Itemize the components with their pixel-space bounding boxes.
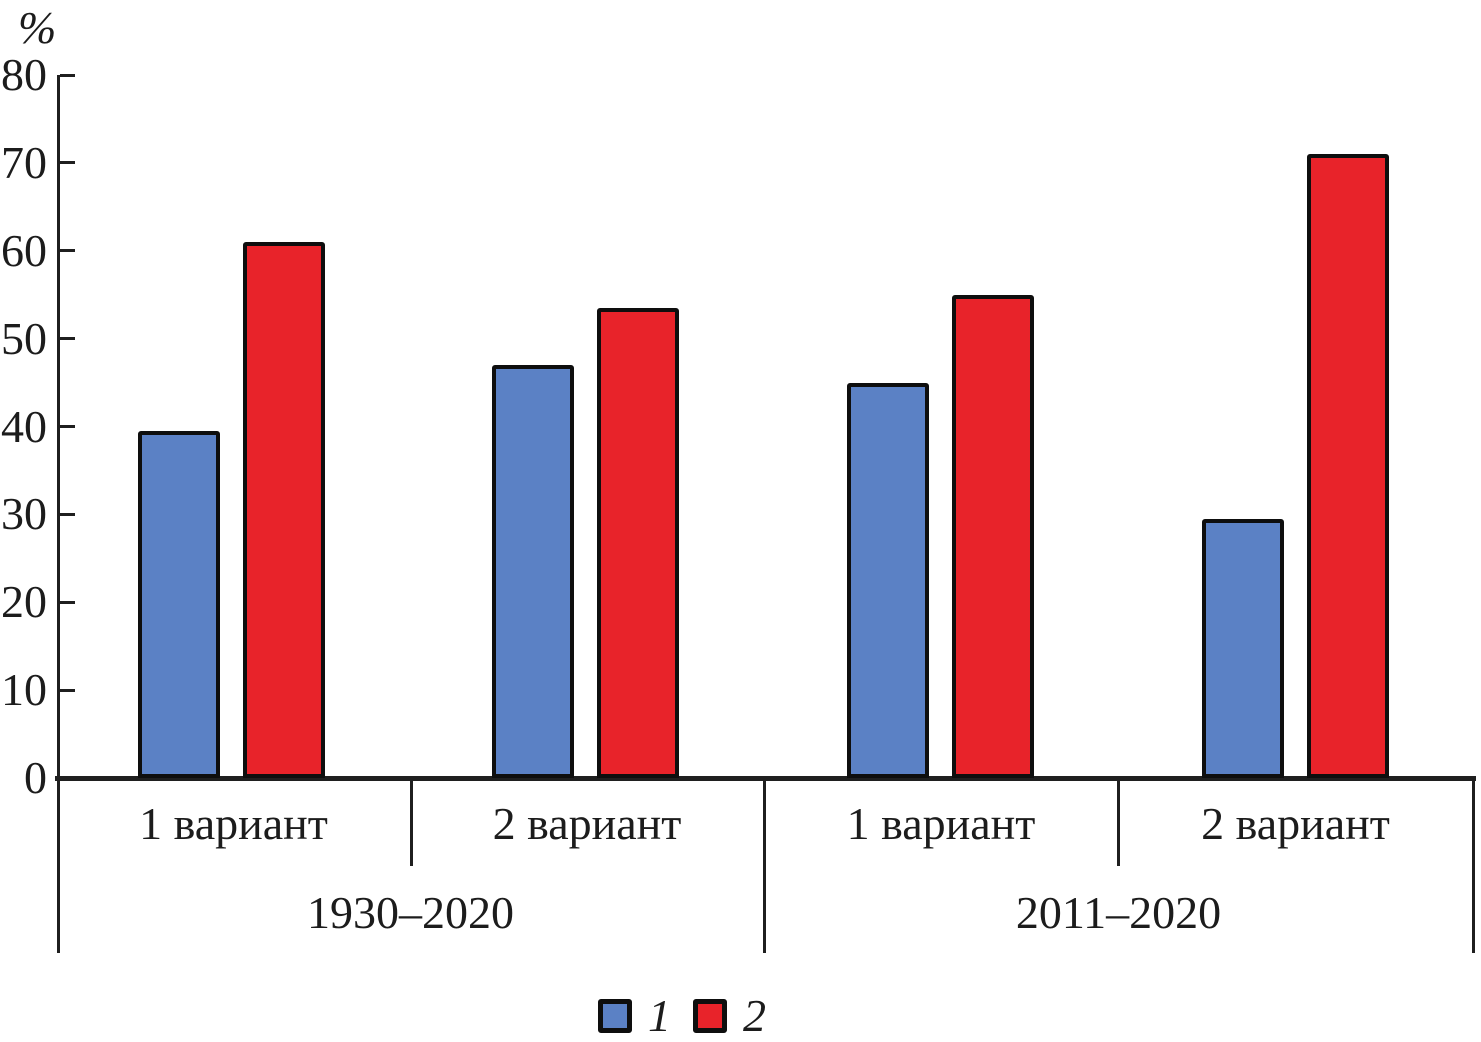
bar-series-2-group-1 [242, 241, 325, 778]
section-label-2011-2020: 2011–2020 [1015, 887, 1222, 938]
category-label-3: 1 вариант [846, 798, 1036, 849]
legend-swatch-red [693, 999, 727, 1033]
y-tick-label-40: 40 [1, 400, 47, 452]
y-axis-unit-label: % [18, 2, 57, 53]
legend-item-series-1: 1 [598, 990, 671, 1041]
y-axis-line [57, 75, 60, 953]
y-tick-mark-50 [60, 337, 75, 341]
y-tick-label-50: 50 [1, 312, 47, 364]
y-tick-label-80: 80 [1, 49, 47, 100]
legend-item-series-2: 2 [693, 990, 766, 1041]
bar-series-2-group-2 [596, 307, 679, 778]
right-border-line [1472, 778, 1475, 953]
bar-series-1-group-4 [1201, 518, 1284, 778]
y-tick-label-10: 10 [1, 664, 47, 716]
category-divider-left [410, 778, 413, 866]
category-label-1: 1 вариант [139, 798, 328, 849]
category-label-2: 2 вариант [492, 798, 682, 849]
bar-series-1-group-3 [846, 382, 929, 778]
y-tick-label-20: 20 [1, 576, 47, 628]
legend-swatch-blue [598, 999, 632, 1033]
y-tick-label-70: 70 [1, 136, 47, 188]
y-tick-label-30: 30 [1, 488, 47, 540]
section-divider [763, 778, 766, 953]
legend: 1 2 [598, 990, 766, 1041]
bar-series-2-group-3 [951, 294, 1034, 778]
y-tick-mark-70 [60, 161, 75, 165]
y-tick-mark-20 [60, 600, 75, 604]
bar-series-1-group-1 [137, 430, 220, 778]
section-label-1930-2020: 1930–2020 [307, 887, 514, 938]
legend-label-series-1: 1 [648, 990, 671, 1041]
y-tick-mark-30 [60, 512, 75, 516]
y-tick-label-0: 0 [24, 752, 47, 803]
y-tick-mark-0 [60, 776, 75, 780]
y-tick-mark-40 [60, 425, 75, 428]
y-tick-mark-60 [60, 249, 75, 253]
y-tick-mark-80 [60, 73, 75, 77]
category-divider-right [1117, 778, 1120, 866]
bar-series-2-group-4 [1306, 154, 1389, 778]
y-tick-label-60: 60 [1, 224, 47, 276]
bar-series-1-group-2 [491, 364, 574, 778]
y-tick-mark-10 [60, 688, 75, 692]
category-label-4: 2 вариант [1201, 798, 1390, 849]
legend-label-series-2: 2 [743, 990, 766, 1041]
